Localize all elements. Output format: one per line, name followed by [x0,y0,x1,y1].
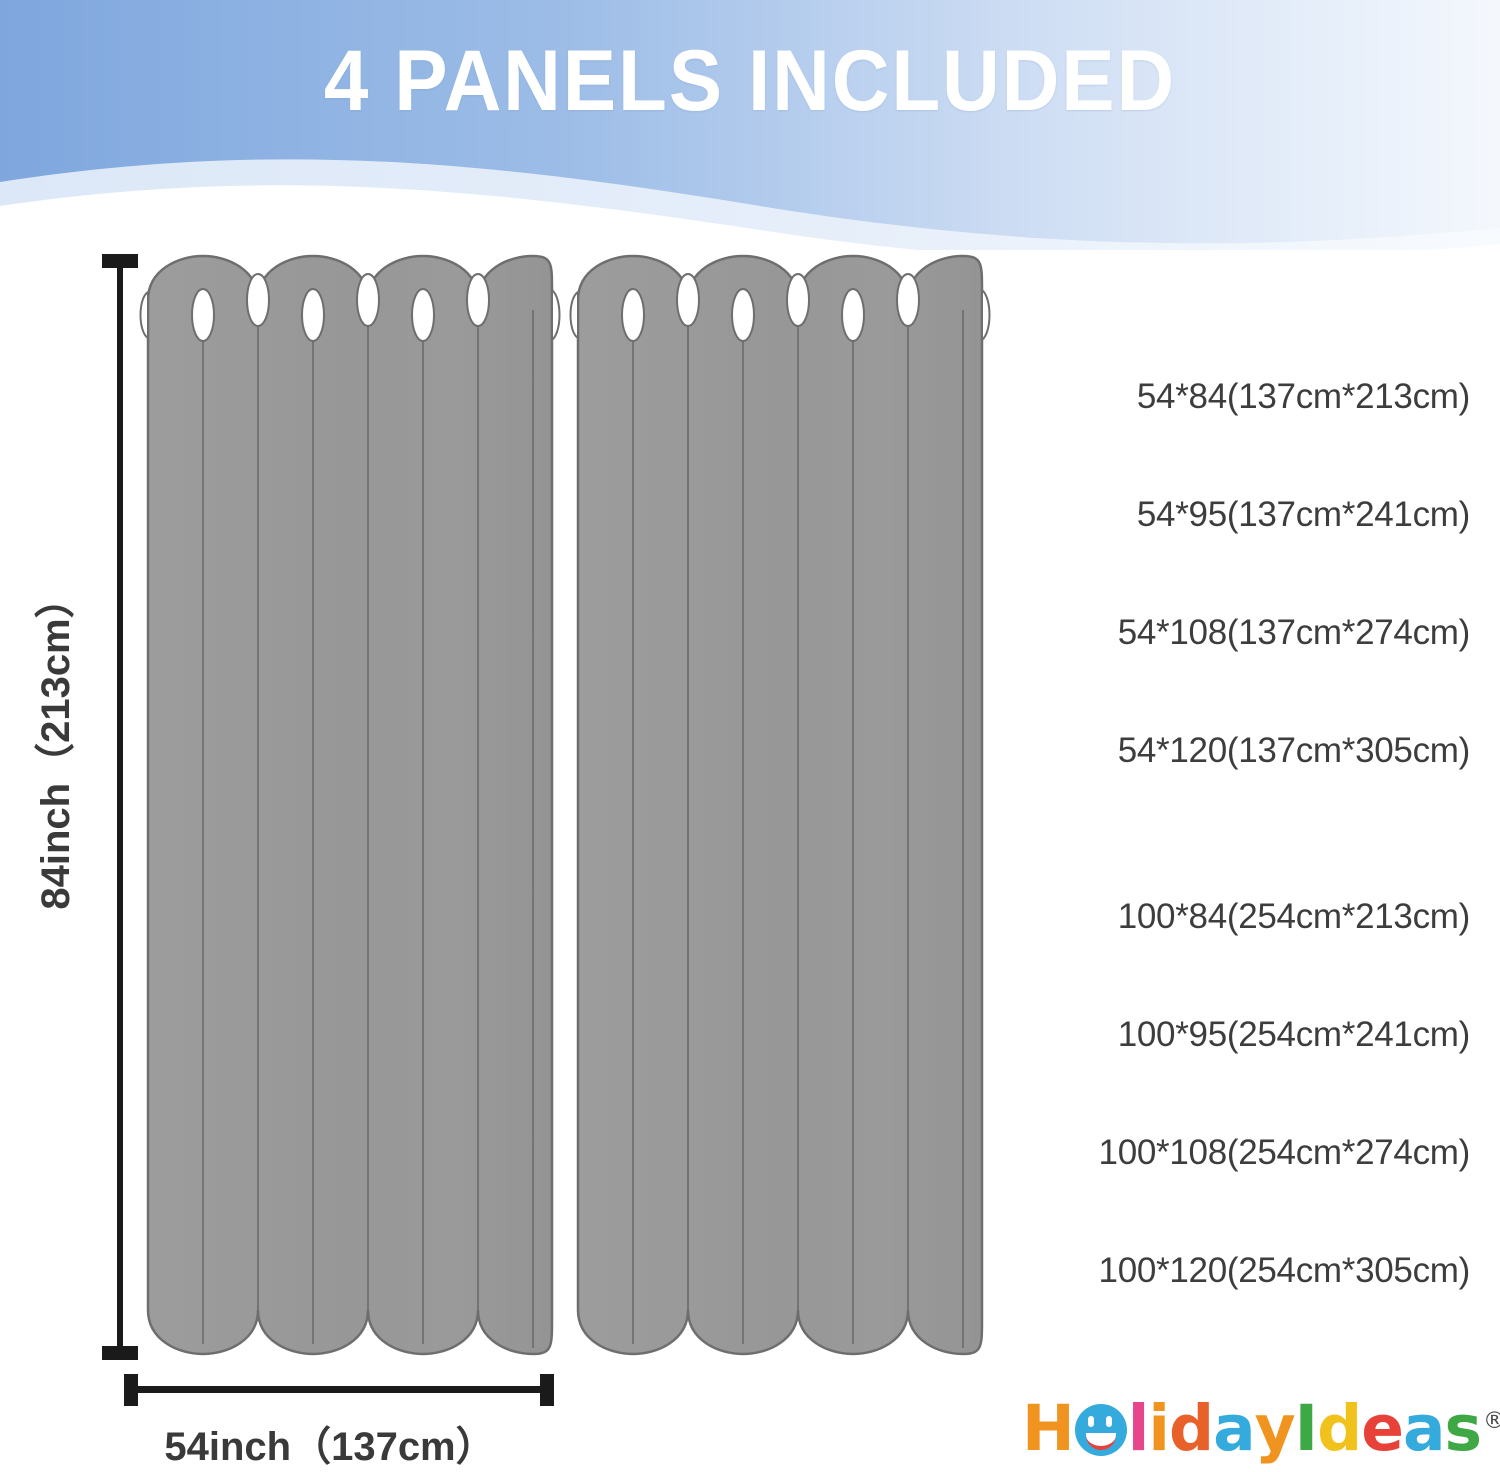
logo-letter-a2: a [1401,1391,1446,1467]
registered-trademark-mark: ® [1482,1408,1500,1434]
logo-letter-i-capital: I [1293,1391,1320,1467]
width-dimension-label: 54inch（137cm） [164,1425,496,1469]
logo-letter-e: e [1360,1391,1406,1467]
curtain-panels-illustration [102,254,991,1406]
size-option: 100*95(254cm*241cm) [1117,1015,1471,1054]
size-option: 54*108(137cm*274cm) [1117,613,1471,652]
logo-letter-d: d [1167,1391,1215,1467]
header-background [0,0,1500,250]
logo-letter-s: s [1443,1391,1483,1467]
wave-white [0,185,1500,250]
size-option: 100*108(254cm*274cm) [1098,1133,1471,1172]
header-banner: 4 PANELS INCLUDED [0,0,1500,250]
grommet-group-left [139,273,561,343]
curtain-panel-right [569,254,991,1356]
logo-letter-l: l [1126,1391,1151,1467]
page-title: 4 PANELS INCLUDED [323,33,1177,129]
grommet-group-right [569,273,991,343]
smiley-face-icon [1074,1404,1127,1456]
size-option: 54*95(137cm*241cm) [1136,495,1470,534]
size-option: 54*84(137cm*213cm) [1136,377,1470,416]
logo-letter-h: H [1021,1391,1077,1467]
size-options-list: 54*84(137cm*213cm) 54*95(137cm*241cm) 54… [1000,338,1471,1330]
height-dimension-label: 84inch（213cm） [34,578,78,910]
height-dimension-line [102,254,138,1360]
size-option: 100*84(254cm*213cm) [1117,897,1471,936]
logo-letter-i: i [1147,1391,1172,1467]
curtain-panel-left [139,254,561,1356]
size-option: 100*120(254cm*305cm) [1098,1251,1471,1290]
curtain-diagram: 84inch（213cm） 54inch（137cm） 54*84(137cm*… [0,250,1500,1470]
size-option: 54*120(137cm*305cm) [1117,731,1471,770]
width-dimension-line [124,1374,554,1406]
logo-letter-y: y [1253,1391,1297,1467]
size-group-100-width: 100*84(254cm*213cm) 100*95(254cm*241cm) … [1000,858,1471,1330]
logo-letter-d2: d [1316,1391,1364,1467]
logo-letter-a: a [1212,1391,1257,1467]
size-group-54-width: 54*84(137cm*213cm) 54*95(137cm*241cm) 54… [1000,338,1471,810]
